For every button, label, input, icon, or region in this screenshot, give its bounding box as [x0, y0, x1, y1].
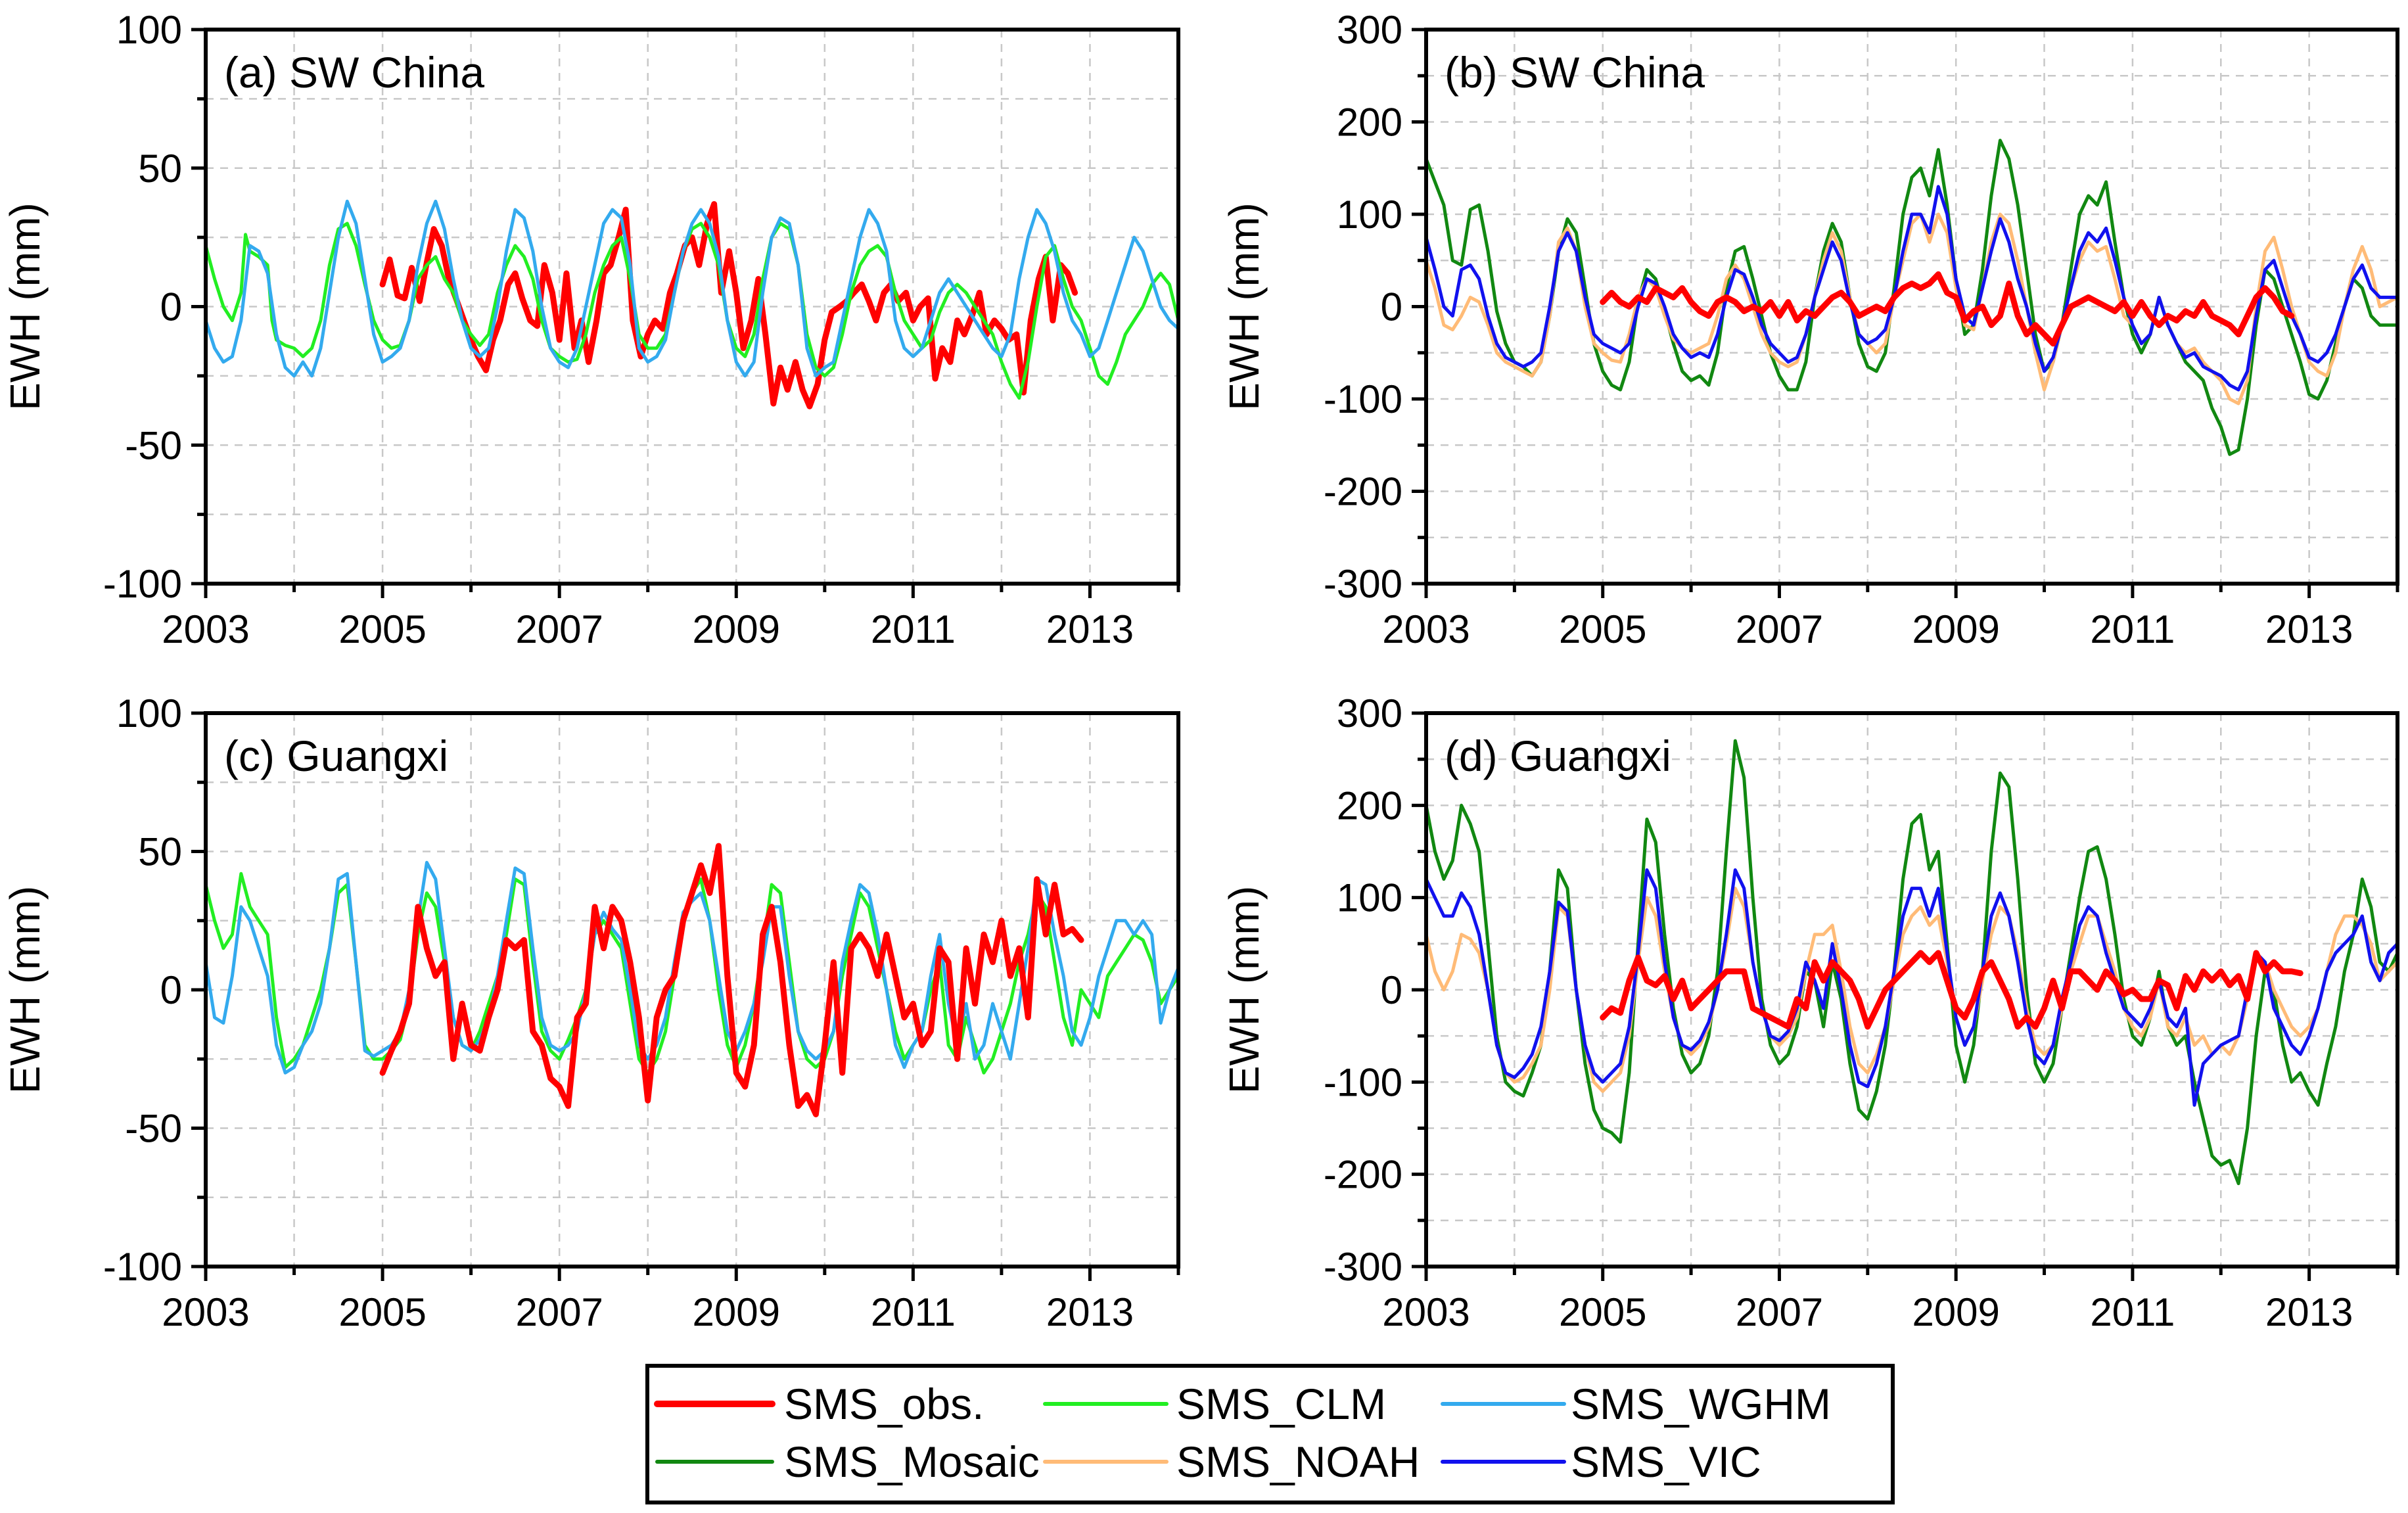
- y-tick-label: -50: [125, 423, 182, 467]
- grid: [206, 713, 1178, 1267]
- x-tick-label: 2003: [1382, 607, 1470, 651]
- series-group: [206, 199, 1178, 409]
- x-axis: 2003 2005 2007 2009 2011 2013: [1382, 584, 2399, 651]
- series-group: [1426, 739, 2397, 1186]
- y-axis-label: EWH (mm): [1220, 202, 1268, 410]
- legend-label: SMS_VIC: [1571, 1437, 1761, 1486]
- series-line-smsobs: [379, 843, 1084, 1117]
- y-axis-label: EWH (mm): [1, 886, 49, 1094]
- x-tick-label: 2007: [515, 607, 603, 651]
- y-tick-label: 300: [1337, 8, 1402, 52]
- y-tick-label: -100: [103, 1245, 182, 1289]
- legend-box: [645, 1364, 1895, 1504]
- x-tick-label: 2009: [693, 1290, 780, 1334]
- y-axis: 100 50 0 -50 -100: [103, 8, 206, 606]
- x-axis: 2003 2005 2007 2009 2011 2013: [162, 584, 1180, 651]
- series-line-smsobs: [379, 201, 1078, 409]
- series-line-smsobs: [1600, 950, 2304, 1030]
- y-tick-label: 50: [138, 830, 182, 874]
- x-tick-label: 2005: [1559, 607, 1646, 651]
- y-tick-label: -300: [1324, 562, 1402, 606]
- x-tick-label: 2013: [2265, 1290, 2353, 1334]
- y-tick-label: 300: [1337, 691, 1402, 735]
- y-tick-label: -100: [1324, 1060, 1402, 1104]
- panel-a: 2003 2005 2007 2009 2011 2013 100 50 0 -50 -100 EWH…: [1, 8, 1180, 651]
- x-tick-label: 2005: [1559, 1290, 1646, 1334]
- x-tick-label: 2013: [1046, 1290, 1134, 1334]
- x-tick-label: 2009: [1912, 1290, 1999, 1334]
- x-tick-label: 2005: [338, 1290, 426, 1334]
- x-tick-label: 2011: [871, 607, 956, 651]
- panel-d: 2003 2005 2007 2009 2011 2013 300 200 100 0 -100 -2…: [1220, 691, 2399, 1334]
- y-axis: 300 200 100 0 -100 -200 -300: [1324, 691, 1426, 1289]
- x-axis: 2003 2005 2007 2009 2011 2013: [1382, 1267, 2399, 1334]
- x-tick-label: 2007: [1736, 607, 1823, 651]
- panel-title: (c) Guangxi: [224, 732, 448, 780]
- x-tick-label: 2007: [1736, 1290, 1823, 1334]
- legend-label: SMS_obs.: [784, 1380, 984, 1428]
- x-tick-label: 2013: [2265, 607, 2353, 651]
- x-tick-label: 2009: [1912, 607, 1999, 651]
- y-tick-label: 100: [116, 8, 182, 52]
- panel-title: (a) SW China: [224, 48, 484, 97]
- y-tick-label: -100: [103, 562, 182, 606]
- y-tick-label: 200: [1337, 101, 1402, 145]
- y-tick-label: -200: [1324, 470, 1402, 514]
- x-tick-label: 2003: [162, 607, 249, 651]
- x-tick-label: 2009: [693, 607, 780, 651]
- x-tick-label: 2003: [162, 1290, 249, 1334]
- y-tick-label: 100: [116, 691, 182, 735]
- legend: SMS_obs. SMS_CLM SMS_WGHM SMS_Mosaic SMS_NOA…: [645, 1364, 1895, 1504]
- y-tick-label: 0: [160, 968, 182, 1012]
- series-line-smsvic: [1426, 868, 2397, 1107]
- y-tick-label: 100: [1337, 193, 1402, 237]
- x-tick-label: 2007: [515, 1290, 603, 1334]
- x-tick-label: 2005: [338, 607, 426, 651]
- legend-label: SMS_NOAH: [1176, 1437, 1420, 1486]
- y-tick-label: -300: [1324, 1245, 1402, 1289]
- series-line-smsvic: [1426, 185, 2397, 392]
- x-tick-label: 2011: [871, 1290, 956, 1334]
- y-tick-label: 0: [1381, 285, 1402, 329]
- x-tick-label: 2013: [1046, 607, 1134, 651]
- y-tick-label: 0: [160, 285, 182, 329]
- x-tick-label: 2011: [2090, 1290, 2175, 1334]
- y-tick-label: -50: [125, 1107, 182, 1151]
- y-tick-label: -200: [1324, 1153, 1402, 1197]
- series-line-smsmosaic: [1426, 739, 2397, 1186]
- legend-label: SMS_CLM: [1176, 1380, 1386, 1428]
- y-axis-label: EWH (mm): [1, 202, 49, 410]
- legend-label: SMS_Mosaic: [784, 1437, 1040, 1486]
- x-tick-label: 2011: [2090, 607, 2175, 651]
- y-tick-label: 200: [1337, 783, 1402, 827]
- panel-title: (d) Guangxi: [1445, 732, 1671, 780]
- y-tick-label: 100: [1337, 876, 1402, 920]
- panel-title: (b) SW China: [1445, 48, 1705, 97]
- y-axis: 100 50 0 -50 -100: [103, 691, 206, 1289]
- panels: 2003 2005 2007 2009 2011 2013 100 50 0 -50 -100 EWH…: [1, 8, 2399, 1334]
- panel-b: 2003 2005 2007 2009 2011 2013 300 200 100 0 -100 -2…: [1220, 8, 2399, 651]
- y-axis-label: EWH (mm): [1220, 886, 1268, 1094]
- series-line-smsobs: [1600, 271, 2295, 347]
- x-axis: 2003 2005 2007 2009 2011 2013: [162, 1267, 1180, 1334]
- series-group: [206, 843, 1178, 1117]
- series-group: [1426, 139, 2397, 456]
- panel-c: 2003 2005 2007 2009 2011 2013 100 50 0 -50 -100 EWH…: [1, 691, 1180, 1334]
- y-tick-label: 50: [138, 147, 182, 191]
- x-tick-label: 2003: [1382, 1290, 1470, 1334]
- series-line-smsmosaic: [1426, 139, 2397, 456]
- series-line-smsnoah: [1426, 212, 2397, 406]
- y-tick-label: -100: [1324, 377, 1402, 421]
- series-line-smswghm: [206, 199, 1178, 378]
- legend-label: SMS_WGHM: [1571, 1380, 1831, 1428]
- y-tick-label: 0: [1381, 968, 1402, 1012]
- y-axis: 300 200 100 0 -100 -200 -300: [1324, 8, 1426, 606]
